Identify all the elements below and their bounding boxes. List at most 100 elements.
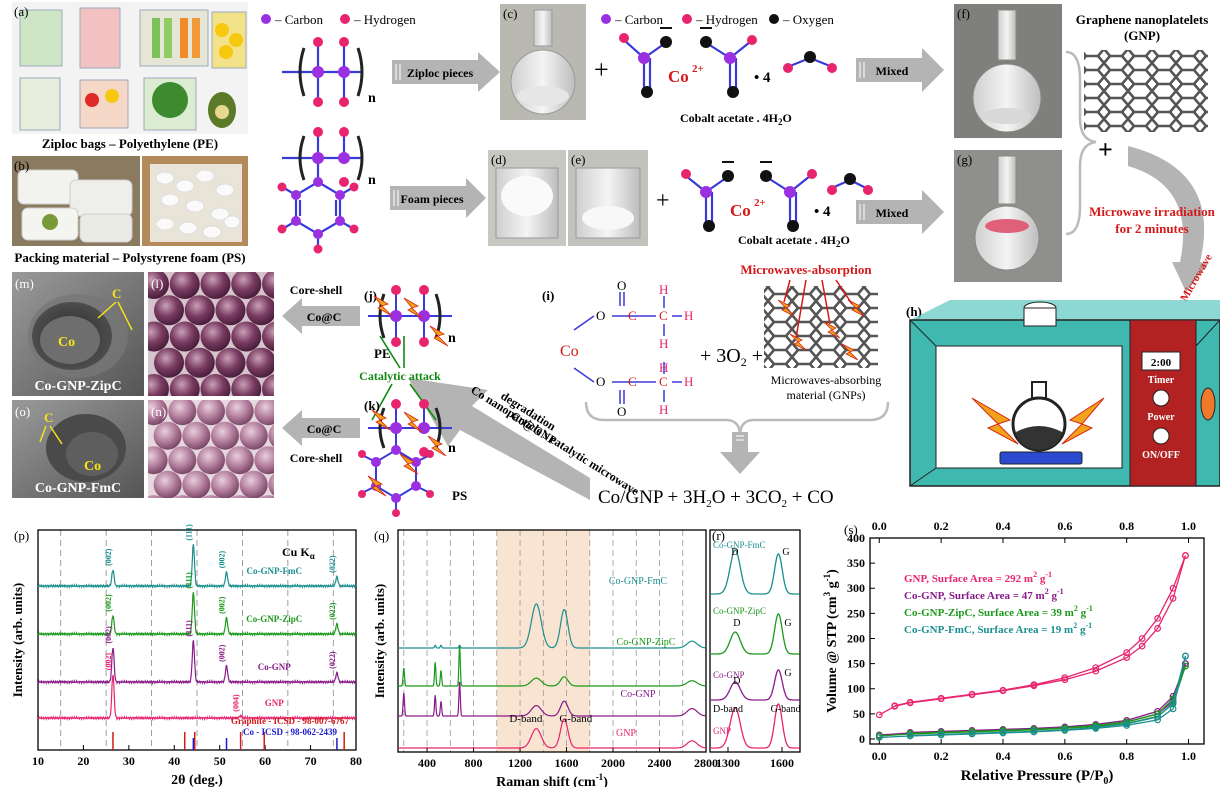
panel-label-s: (s) xyxy=(844,522,858,537)
panel-label-a: (a) xyxy=(14,4,28,19)
svg-text:Co: Co xyxy=(668,67,689,86)
raman-series-line xyxy=(398,603,706,649)
foam-pieces-arrow: Foam pieces xyxy=(390,178,486,218)
panel-c-flask-photo: (c) xyxy=(500,4,586,120)
raman-zoom-chart: (r) 1300 1600 Co-GNP-FmC Co-GNP-ZipC Co-GNP GN… xyxy=(709,528,801,770)
raman-x-tick: 800 xyxy=(465,756,483,770)
raman-series-line xyxy=(398,645,706,687)
svg-text:H: H xyxy=(659,402,668,417)
bet-data-point xyxy=(968,690,976,698)
bet-data-point xyxy=(1169,594,1177,602)
svg-text:material (GNPs): material (GNPs) xyxy=(787,388,866,402)
svg-text:– Carbon: – Carbon xyxy=(614,12,664,27)
svg-text:Co-GNP-ZipC: Co-GNP-ZipC xyxy=(34,379,121,394)
bet-y-tick: 100 xyxy=(847,682,865,696)
xrd-peak-label: (111) xyxy=(184,620,193,637)
svg-text:C: C xyxy=(659,374,668,389)
xrd-peak-label: (002) xyxy=(104,594,113,612)
svg-text:O: O xyxy=(617,278,626,293)
panel-label-p: (p) xyxy=(14,528,29,543)
nanosphere xyxy=(184,347,215,378)
svg-text:(GNP): (GNP) xyxy=(1124,28,1160,43)
svg-text:Co: Co xyxy=(58,335,75,350)
svg-text:Microwaves-absorption: Microwaves-absorption xyxy=(740,262,872,277)
bet-data-point xyxy=(891,702,899,710)
nanosphere xyxy=(211,421,239,450)
raman-x-tick: 2000 xyxy=(601,756,625,770)
xrd-x-label: 2θ (deg.) xyxy=(171,773,223,787)
svg-text:Core-shell: Core-shell xyxy=(290,283,343,297)
panel-a-ziploc-photo: (a) xyxy=(12,2,248,134)
nanosphere xyxy=(239,470,268,498)
raman-zoom-x-tick: 1300 xyxy=(716,756,740,770)
panel-j-pe-attack: (j) n PE xyxy=(364,285,456,361)
bet-data-point xyxy=(1030,681,1038,689)
bet-series-line xyxy=(894,555,1187,707)
svg-text:(c): (c) xyxy=(503,6,517,21)
svg-text:Foam pieces: Foam pieces xyxy=(401,192,464,206)
nanosphere xyxy=(268,424,274,447)
nanosphere xyxy=(153,470,182,498)
xrd-peak-label: (002) xyxy=(218,551,227,569)
bet-top-x-tick: 0.0 xyxy=(872,519,887,533)
nanosphere xyxy=(148,321,169,352)
nanosphere xyxy=(231,374,262,396)
raman-x-label: Raman shift (cm-1) xyxy=(496,772,608,787)
svg-text:(d): (d) xyxy=(491,152,506,167)
svg-text:Co: Co xyxy=(84,459,101,474)
bet-y-label: Volume @ STP (cm3 g-1) xyxy=(822,569,840,713)
svg-text:(j): (j) xyxy=(364,288,377,303)
nanosphere xyxy=(154,295,184,326)
caption-ziploc: Ziploc bags – Polyethylene (PE) xyxy=(42,136,218,151)
cobalt-acetate-label-top: Cobalt acetate . 4H2O xyxy=(680,111,792,127)
svg-text:H: H xyxy=(659,282,668,297)
svg-text:(m): (m) xyxy=(15,276,34,291)
xrd-x-tick: 60 xyxy=(259,754,271,768)
xrd-chart: (p) 10 20 30 40 50 60 70 80 2θ (deg.) Intensity (a… xyxy=(10,524,362,787)
svg-text:– Oxygen: – Oxygen xyxy=(782,12,834,27)
xrd-peak-label: (111) xyxy=(184,524,193,541)
xrd-peak-label: (111) xyxy=(184,572,193,589)
bet-data-point xyxy=(1154,625,1162,632)
xrd-y-label: Intensity (arb. units) xyxy=(10,583,25,698)
nanosphere xyxy=(268,473,274,496)
bet-data-point xyxy=(937,731,945,738)
nanosphere xyxy=(173,495,191,498)
svg-text:C: C xyxy=(659,308,668,323)
xrd-peak-label: (004) xyxy=(232,694,241,712)
nanosphere xyxy=(211,470,239,498)
raman-zoom-series-line xyxy=(710,669,800,701)
bet-x-tick: 1.0 xyxy=(1181,749,1196,763)
ziploc-pieces-arrow: Ziploc pieces xyxy=(392,52,500,92)
bet-data-point xyxy=(1138,642,1146,650)
xrd-x-tick: 80 xyxy=(350,754,362,768)
svg-text:C: C xyxy=(44,410,53,425)
svg-text:H: H xyxy=(659,360,668,375)
plot-frame xyxy=(709,529,801,753)
nanosphere xyxy=(184,295,215,326)
svg-text:Core-shell: Core-shell xyxy=(290,451,343,465)
nanosphere xyxy=(239,421,268,450)
raman-d-band-label: D-band xyxy=(509,713,542,725)
raman-zoom-series-label: Co-GNP-ZipC xyxy=(713,606,766,616)
xrd-peak-label: (002) xyxy=(104,653,113,671)
svg-text:Microwaves-absorbing: Microwaves-absorbing xyxy=(771,373,882,387)
svg-text:• 4: • 4 xyxy=(814,204,831,220)
raman-zoom-series-label: Co-GNP-FmC xyxy=(713,540,766,550)
xrd-series-line xyxy=(37,674,357,722)
raman-series-line xyxy=(398,681,706,717)
bet-data-point xyxy=(1061,676,1069,684)
panel-l-spheres: (l) xyxy=(148,272,274,396)
svg-text:for 2 minutes: for 2 minutes xyxy=(1115,221,1188,236)
svg-text:Co: Co xyxy=(560,343,579,360)
bet-data-point xyxy=(937,694,945,702)
raman-series-label: Co-GNP xyxy=(620,689,655,700)
raman-g-band-label: G-band xyxy=(559,713,592,725)
nanosphere xyxy=(148,446,168,475)
xrd-series-line xyxy=(37,544,357,590)
panel-e-beaker-photo: (e) xyxy=(568,150,648,246)
reaction-products: Co/GNP + 3H2O + 3CO2 + CO xyxy=(598,487,834,510)
panel-g-flask-photo: (g) xyxy=(954,150,1062,282)
bet-legend-entry: Co-GNP, Surface Area = 47 m2 g-1 xyxy=(904,587,1064,602)
nanosphere xyxy=(200,321,231,352)
